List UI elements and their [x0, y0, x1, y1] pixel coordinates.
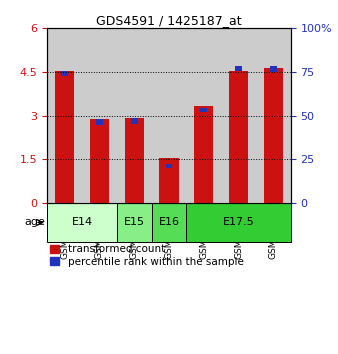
Bar — [166, 164, 172, 167]
Bar — [186, 28, 221, 203]
Bar — [221, 28, 256, 203]
Text: age: age — [25, 217, 46, 228]
Bar — [264, 68, 283, 203]
Bar — [47, 28, 82, 203]
Bar — [152, 28, 186, 203]
Bar — [62, 70, 68, 76]
Text: E16: E16 — [159, 217, 179, 228]
Bar — [200, 108, 207, 112]
Bar — [47, 203, 117, 242]
Text: E14: E14 — [72, 217, 93, 228]
Bar — [194, 106, 213, 203]
Bar — [270, 65, 276, 72]
Bar — [229, 72, 248, 203]
Bar — [90, 119, 109, 203]
Text: E15: E15 — [124, 217, 145, 228]
Bar — [131, 118, 138, 124]
Bar — [186, 203, 291, 242]
Bar — [125, 118, 144, 203]
Bar — [82, 28, 117, 203]
Bar — [152, 203, 186, 242]
Bar — [55, 70, 74, 203]
Legend: transformed count, percentile rank within the sample: transformed count, percentile rank withi… — [50, 244, 244, 267]
Bar — [117, 28, 152, 203]
Bar — [96, 119, 103, 125]
Bar — [117, 203, 152, 242]
Title: GDS4591 / 1425187_at: GDS4591 / 1425187_at — [96, 14, 242, 27]
Bar — [256, 28, 291, 203]
Text: E17.5: E17.5 — [223, 217, 255, 228]
Bar — [160, 158, 178, 203]
Bar — [235, 65, 242, 72]
